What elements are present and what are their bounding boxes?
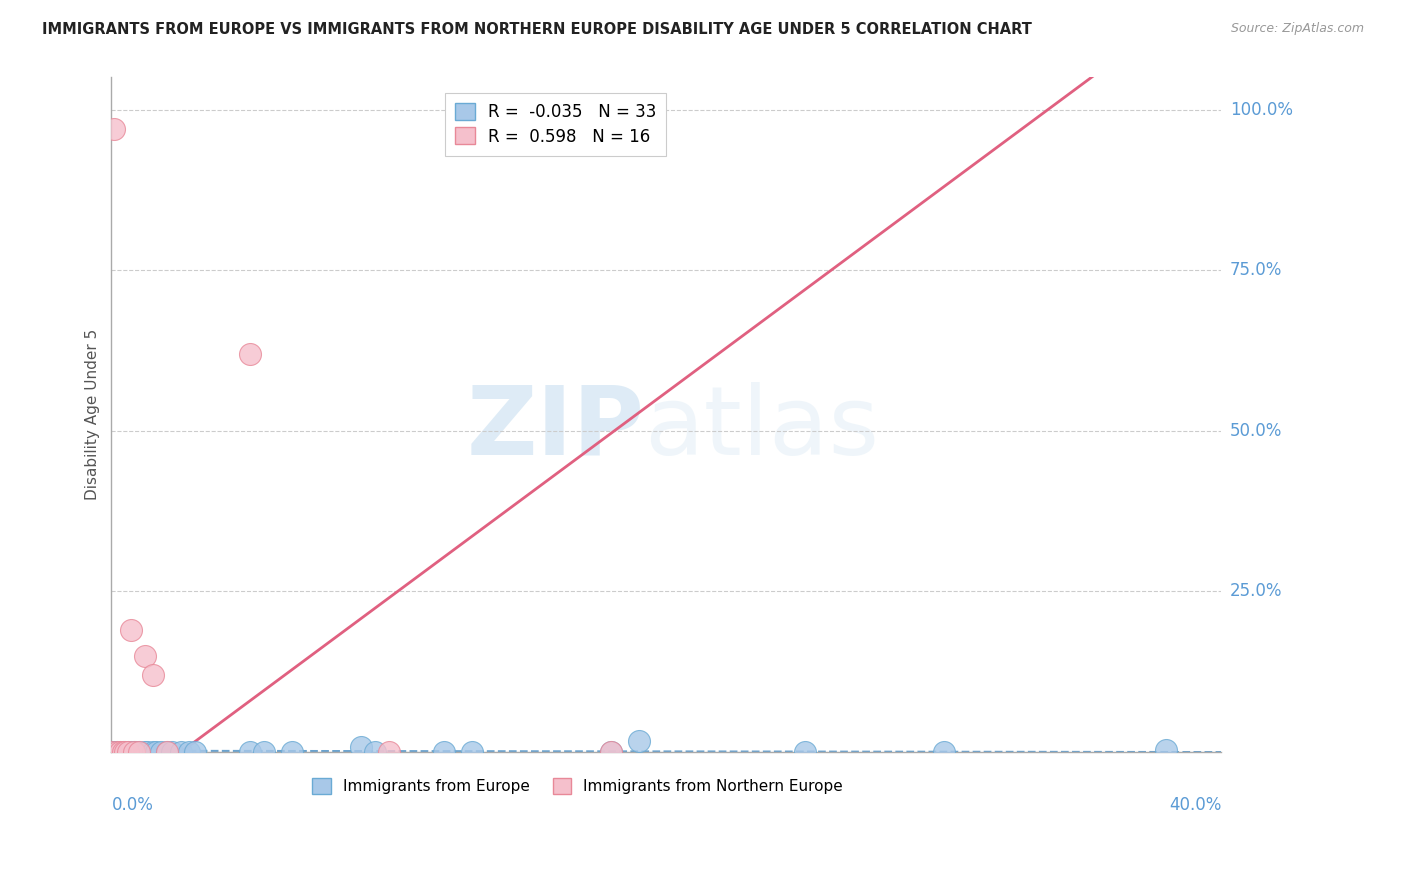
Point xyxy=(120,623,142,637)
Point xyxy=(128,745,150,759)
Point xyxy=(100,745,122,759)
Point xyxy=(111,745,134,759)
Point xyxy=(364,745,387,759)
Point xyxy=(105,745,128,759)
Point xyxy=(179,745,201,759)
Point xyxy=(378,745,401,759)
Text: atlas: atlas xyxy=(644,382,879,475)
Point xyxy=(114,745,136,759)
Point xyxy=(433,745,456,759)
Point xyxy=(281,745,304,759)
Point xyxy=(239,745,262,759)
Point xyxy=(350,739,373,754)
Point xyxy=(117,745,139,759)
Point xyxy=(103,745,125,759)
Text: 75.0%: 75.0% xyxy=(1230,261,1282,279)
Legend: Immigrants from Europe, Immigrants from Northern Europe: Immigrants from Europe, Immigrants from … xyxy=(305,771,851,802)
Point xyxy=(125,745,148,759)
Point xyxy=(142,745,165,759)
Point xyxy=(136,745,159,759)
Point xyxy=(122,745,145,759)
Point xyxy=(162,745,184,759)
Point xyxy=(156,745,179,759)
Point xyxy=(600,745,623,759)
Point xyxy=(183,745,205,759)
Point xyxy=(134,648,156,663)
Point xyxy=(627,733,650,747)
Text: ZIP: ZIP xyxy=(467,382,644,475)
Point xyxy=(600,745,623,759)
Y-axis label: Disability Age Under 5: Disability Age Under 5 xyxy=(86,329,100,500)
Text: 40.0%: 40.0% xyxy=(1168,796,1222,814)
Point xyxy=(932,745,955,759)
Point xyxy=(105,745,128,759)
Point xyxy=(128,745,150,759)
Point xyxy=(103,121,125,136)
Point xyxy=(794,745,817,759)
Point xyxy=(108,745,131,759)
Point xyxy=(100,745,122,759)
Text: Source: ZipAtlas.com: Source: ZipAtlas.com xyxy=(1230,22,1364,36)
Point xyxy=(156,745,179,759)
Text: 100.0%: 100.0% xyxy=(1230,101,1292,119)
Point xyxy=(239,347,262,361)
Text: 0.0%: 0.0% xyxy=(111,796,153,814)
Point xyxy=(150,745,173,759)
Point xyxy=(134,745,156,759)
Point xyxy=(461,745,484,759)
Point xyxy=(253,745,276,759)
Point xyxy=(1154,743,1177,757)
Point xyxy=(120,745,142,759)
Point xyxy=(122,745,145,759)
Point xyxy=(142,668,165,682)
Point xyxy=(117,745,139,759)
Point xyxy=(170,745,193,759)
Point xyxy=(108,745,131,759)
Text: 50.0%: 50.0% xyxy=(1230,422,1282,440)
Point xyxy=(145,745,167,759)
Text: IMMIGRANTS FROM EUROPE VS IMMIGRANTS FROM NORTHERN EUROPE DISABILITY AGE UNDER 5: IMMIGRANTS FROM EUROPE VS IMMIGRANTS FRO… xyxy=(42,22,1032,37)
Text: 25.0%: 25.0% xyxy=(1230,582,1282,600)
Point xyxy=(111,745,134,759)
Point xyxy=(114,745,136,759)
